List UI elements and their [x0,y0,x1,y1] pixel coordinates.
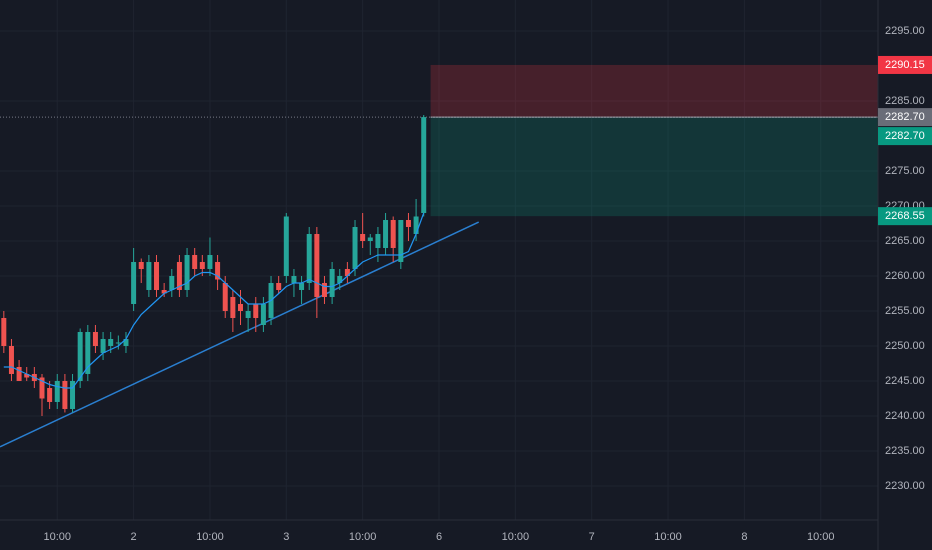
price-tag-box [878,55,932,74]
x-tick-label: 6 [436,531,442,543]
x-tick-label: 10:00 [196,531,224,543]
candle-body [321,282,327,297]
candle-body [207,254,213,269]
candle-body [276,282,282,290]
candle-body [329,268,335,297]
x-tick-label: 10:00 [502,531,530,543]
y-tick-label: 2265.00 [885,235,925,247]
price-tag: 2282.70 [878,108,932,127]
price-tag-box [878,207,932,226]
y-tick-label: 2230.00 [885,480,925,492]
x-tick-label: 7 [589,531,595,543]
x-tick-label: 10:00 [654,531,682,543]
candle-body [352,226,358,269]
candle-body [383,219,389,248]
candle-body [123,338,129,346]
candle-body [367,237,373,241]
price-tag: 2268.55 [878,207,932,226]
candle-body [283,216,289,276]
y-tick-label: 2295.00 [885,25,925,37]
candle-body [299,282,305,290]
price-tag-label: 2290.15 [885,59,925,71]
candle-body [375,233,381,248]
candle-body [390,219,396,248]
price-tag-label: 2282.70 [885,111,925,123]
candle-body [62,380,68,409]
candle-body [413,216,419,234]
candle-body [405,219,411,227]
candle-body [360,233,366,241]
y-tick-label: 2255.00 [885,305,925,317]
candle-body [85,331,91,374]
x-tick-label: 3 [283,531,289,543]
candle-body [92,331,98,346]
candle-body [146,261,152,290]
candle-body [215,261,221,280]
candle-body [1,317,7,346]
price-tag: 2282.70 [878,127,932,146]
candle-body [108,338,114,346]
candle-body [138,261,144,269]
candle-body [131,261,137,304]
candle-body [421,117,427,213]
price-tag-label: 2282.70 [885,130,925,142]
candle-body [237,303,243,311]
x-tick-label: 10:00 [43,531,71,543]
x-tick-label: 2 [131,531,137,543]
candle-body [398,219,404,262]
candle-body [54,380,60,402]
x-tick-label: 10:00 [807,531,835,543]
candle-body [337,275,343,283]
price-tag-label: 2268.55 [885,210,925,222]
y-tick-label: 2250.00 [885,340,925,352]
candle-body [184,254,190,290]
candle-body [100,338,106,353]
price-tag: 2290.15 [878,55,932,74]
candle-body [161,289,167,294]
target-zone [430,117,878,217]
candle-body [245,310,251,318]
x-tick-label: 8 [741,531,747,543]
candle-body [260,303,266,325]
candle-body [344,268,350,276]
plot-area [0,64,878,448]
moving-average [3,212,425,389]
candle-body [314,233,320,297]
price-tag-box [878,127,932,146]
candle-body [230,296,236,318]
axes: 2230.00 2235.00 2240.00 2245.00 2250.00 2255.… [43,25,932,543]
y-tick-label: 2285.00 [885,95,925,107]
y-tick-label: 2240.00 [885,410,925,422]
y-tick-label: 2235.00 [885,445,925,457]
x-tick-label: 10:00 [349,531,377,543]
candle-body [115,342,121,344]
candle-body [222,282,228,311]
candle-body [306,233,312,283]
candle-body [39,377,45,399]
candle-body [154,261,160,290]
candle-body [70,380,76,409]
candle-body [291,275,297,283]
candle-body [16,366,22,381]
candle-body [192,254,198,269]
candle-body [47,387,53,402]
stop-zone [430,64,878,118]
candle-body [24,373,30,378]
y-tick-label: 2245.00 [885,375,925,387]
candle-body [199,261,205,269]
price-tag-box [878,108,932,127]
y-tick-label: 2275.00 [885,165,925,177]
candle-body [169,275,175,290]
candle-body [8,345,14,374]
candle-body [77,331,83,381]
y-tick-label: 2260.00 [885,270,925,282]
candle-body [176,261,182,290]
candle-body [253,303,259,318]
